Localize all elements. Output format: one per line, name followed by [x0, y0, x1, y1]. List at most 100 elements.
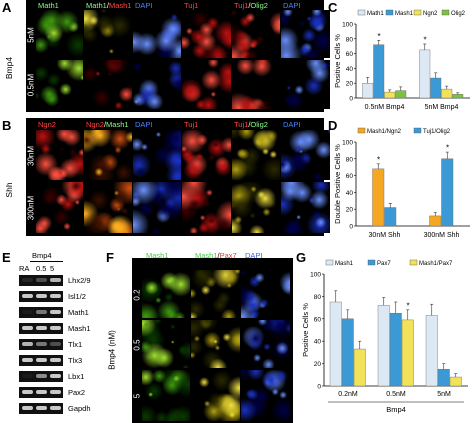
- panel-b-column-label: DAPI: [135, 120, 153, 129]
- significance-marker: *: [406, 301, 409, 310]
- gel-lane-label: RA: [19, 264, 30, 273]
- gel-band: [36, 294, 47, 298]
- gel-band: [50, 310, 61, 314]
- panel-a-column-label: DAPI: [283, 1, 301, 10]
- y-tick-label: 40: [314, 339, 322, 346]
- micrograph-tile: [232, 182, 280, 233]
- micrograph-tile: [182, 10, 231, 58]
- panel-a-column-label: Tuj1/Olig2: [234, 1, 268, 10]
- column-label-part: Tuj1: [184, 1, 199, 10]
- y-axis-label: Double Positive Cells %: [333, 144, 342, 224]
- micrograph-tile: [232, 60, 280, 109]
- legend-label: Ngn2: [423, 11, 438, 17]
- significance-marker: *: [377, 32, 380, 41]
- panel-a-column-label: DAPI: [135, 1, 153, 10]
- panel-f-row-label: 0.5: [132, 338, 142, 351]
- bar: [362, 82, 374, 99]
- bar: [389, 313, 402, 387]
- legend-label: Mash1/Pax7: [419, 261, 453, 267]
- column-label-part: /: [103, 120, 107, 129]
- column-label-part: /: [217, 251, 220, 260]
- micrograph-tile: [241, 370, 290, 421]
- legend-label: Olig2: [451, 11, 466, 17]
- panel-label-g: G: [296, 250, 307, 265]
- legend-swatch: [367, 259, 376, 266]
- panel-b-column-label: Ngn2: [38, 120, 56, 129]
- column-label-part: DAPI: [283, 1, 301, 10]
- gel-band: [50, 406, 61, 410]
- gel-band: [50, 342, 61, 346]
- column-label-part: Ngn2: [38, 120, 56, 129]
- micrograph-tile: [36, 130, 83, 180]
- panel-a-row-label: 5nM: [26, 26, 36, 43]
- micrograph-tile: [142, 370, 190, 421]
- gel-lane-label: 5: [50, 264, 55, 273]
- column-label-part: DAPI: [135, 120, 153, 129]
- micrograph-tile: [36, 182, 83, 233]
- y-tick-label: 0: [317, 384, 321, 391]
- y-tick-label: 20: [346, 207, 354, 214]
- panel-a-micrograph-grid: Math1 Math1/Mash1 DAPI Tuj1 Tuj1/Olig2 DAPI 5n…: [26, 0, 330, 112]
- legend-swatch: [357, 9, 366, 16]
- panel-g-bar-chart: 0 20 40 60 80 100 Positive Cells % 0.2nM * 0.5nM 5…: [301, 259, 468, 414]
- micrograph-tile: [133, 182, 181, 233]
- gel-row: [19, 275, 63, 286]
- gel-gene-label: Tlx3: [68, 356, 83, 365]
- column-label-part: Tuj1: [184, 120, 199, 129]
- legend-label: Pax7: [377, 261, 391, 267]
- gel-row: [19, 323, 63, 334]
- column-label-part: DAPI: [245, 251, 263, 260]
- micrograph-tile: [84, 10, 132, 58]
- gel-band: [50, 326, 61, 330]
- micrograph-tile: [182, 60, 231, 109]
- micrograph-tile: [142, 270, 190, 318]
- gel-band: [50, 294, 61, 298]
- column-label-part: /: [248, 120, 251, 129]
- y-tick-label: 60: [346, 51, 354, 58]
- gel-band: [50, 278, 61, 282]
- significance-marker: *: [446, 144, 449, 153]
- x-category-label: 0.2nM: [338, 391, 358, 398]
- column-label-part: Mash1: [146, 251, 169, 260]
- panel-f-column-label: Mash1: [146, 251, 169, 260]
- panel-label-f: F: [106, 250, 114, 265]
- y-tick-label: 60: [314, 316, 322, 323]
- bar: [441, 88, 453, 99]
- micrograph-tile: [133, 130, 181, 180]
- bar: [430, 77, 442, 99]
- gel-gene-label: Gapdh: [68, 404, 91, 413]
- panel-b-row-label: 30nM: [26, 145, 36, 166]
- legend-label: Tuj1/Olig2: [423, 129, 451, 135]
- gel-row: [19, 371, 63, 382]
- y-tick-label: 100: [342, 22, 353, 29]
- legend-swatch: [409, 259, 418, 266]
- gel-band: [22, 342, 33, 346]
- gel-band: [22, 294, 33, 298]
- gel-gene-label: Lhx2/9: [68, 276, 91, 285]
- micrograph-tile: [182, 130, 231, 180]
- gel-band: [36, 342, 47, 346]
- micrograph-tile: [84, 60, 132, 109]
- column-label-part: Tuj1: [234, 1, 249, 10]
- legend-label: Mash1: [335, 261, 354, 267]
- column-label-part: Mash1: [195, 251, 218, 260]
- micrograph-tile: [241, 270, 290, 318]
- micrograph-tile: [36, 10, 83, 58]
- y-tick-label: 0: [349, 96, 353, 103]
- gel-band: [22, 390, 33, 394]
- y-tick-label: 100: [310, 272, 321, 279]
- legend-swatch: [325, 259, 334, 266]
- panel-b-side-label: Shh: [4, 182, 14, 198]
- panel-a-column-label: Math1/Mash1: [86, 1, 131, 10]
- micrograph-tile: [133, 10, 181, 58]
- bar: [384, 207, 397, 227]
- panel-label-c: C: [328, 0, 338, 15]
- x-category-label: 300nM Shh: [424, 232, 460, 239]
- gel-gene-label: Pax2: [68, 388, 86, 397]
- gel-band: [50, 374, 61, 378]
- legend-label: Math1: [367, 11, 384, 17]
- panel-b-column-label: Ngn2/Mash1: [86, 120, 129, 129]
- bar: [429, 215, 442, 227]
